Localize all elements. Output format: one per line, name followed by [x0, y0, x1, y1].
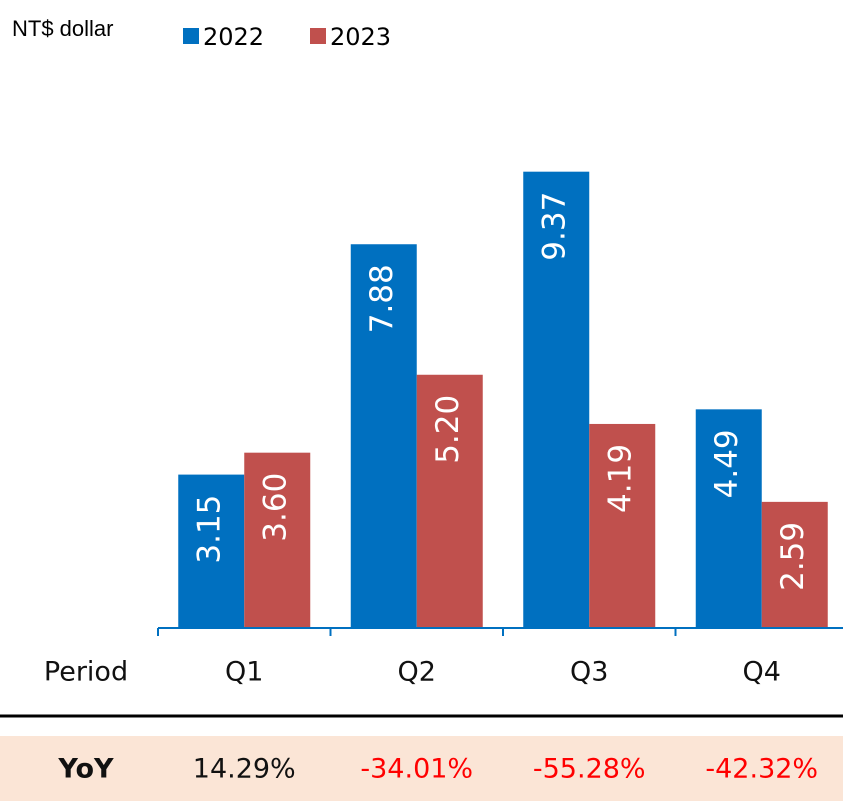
table-cell: -34.01%: [360, 754, 473, 785]
x-tick-label: Q1: [225, 657, 263, 688]
table-cell: -42.32%: [705, 754, 818, 785]
bar: [244, 452, 311, 628]
data-label: 7.88: [364, 264, 400, 333]
data-label: 9.37: [537, 192, 573, 261]
legend-swatch: [310, 28, 326, 44]
x-tick-label: Q4: [743, 657, 781, 688]
bar: [523, 171, 590, 628]
bar: [350, 244, 417, 628]
x-axis-label: Period: [44, 657, 128, 688]
x-tick-label: Q2: [398, 657, 436, 688]
bar: [761, 501, 828, 628]
bar: [416, 374, 483, 628]
legend-swatch: [183, 28, 199, 44]
bar: [695, 409, 762, 628]
table-cell: -55.28%: [533, 754, 646, 785]
bar: [589, 423, 656, 628]
data-label: 3.15: [192, 495, 228, 564]
table-band: [0, 736, 843, 801]
legend-label: 2023: [330, 23, 391, 51]
bar: [178, 474, 245, 628]
table-row-label: YoY: [57, 754, 114, 785]
data-label: 4.49: [709, 429, 745, 498]
table-cell: 14.29%: [193, 754, 296, 785]
data-label: 5.20: [430, 395, 466, 464]
data-label: 2.59: [775, 522, 811, 591]
x-tick-label: Q3: [570, 657, 608, 688]
unit-label: NT$ dollar: [12, 16, 113, 41]
data-label: 3.60: [258, 473, 294, 542]
data-label: 4.19: [603, 444, 639, 513]
legend-label: 2022: [203, 23, 264, 51]
